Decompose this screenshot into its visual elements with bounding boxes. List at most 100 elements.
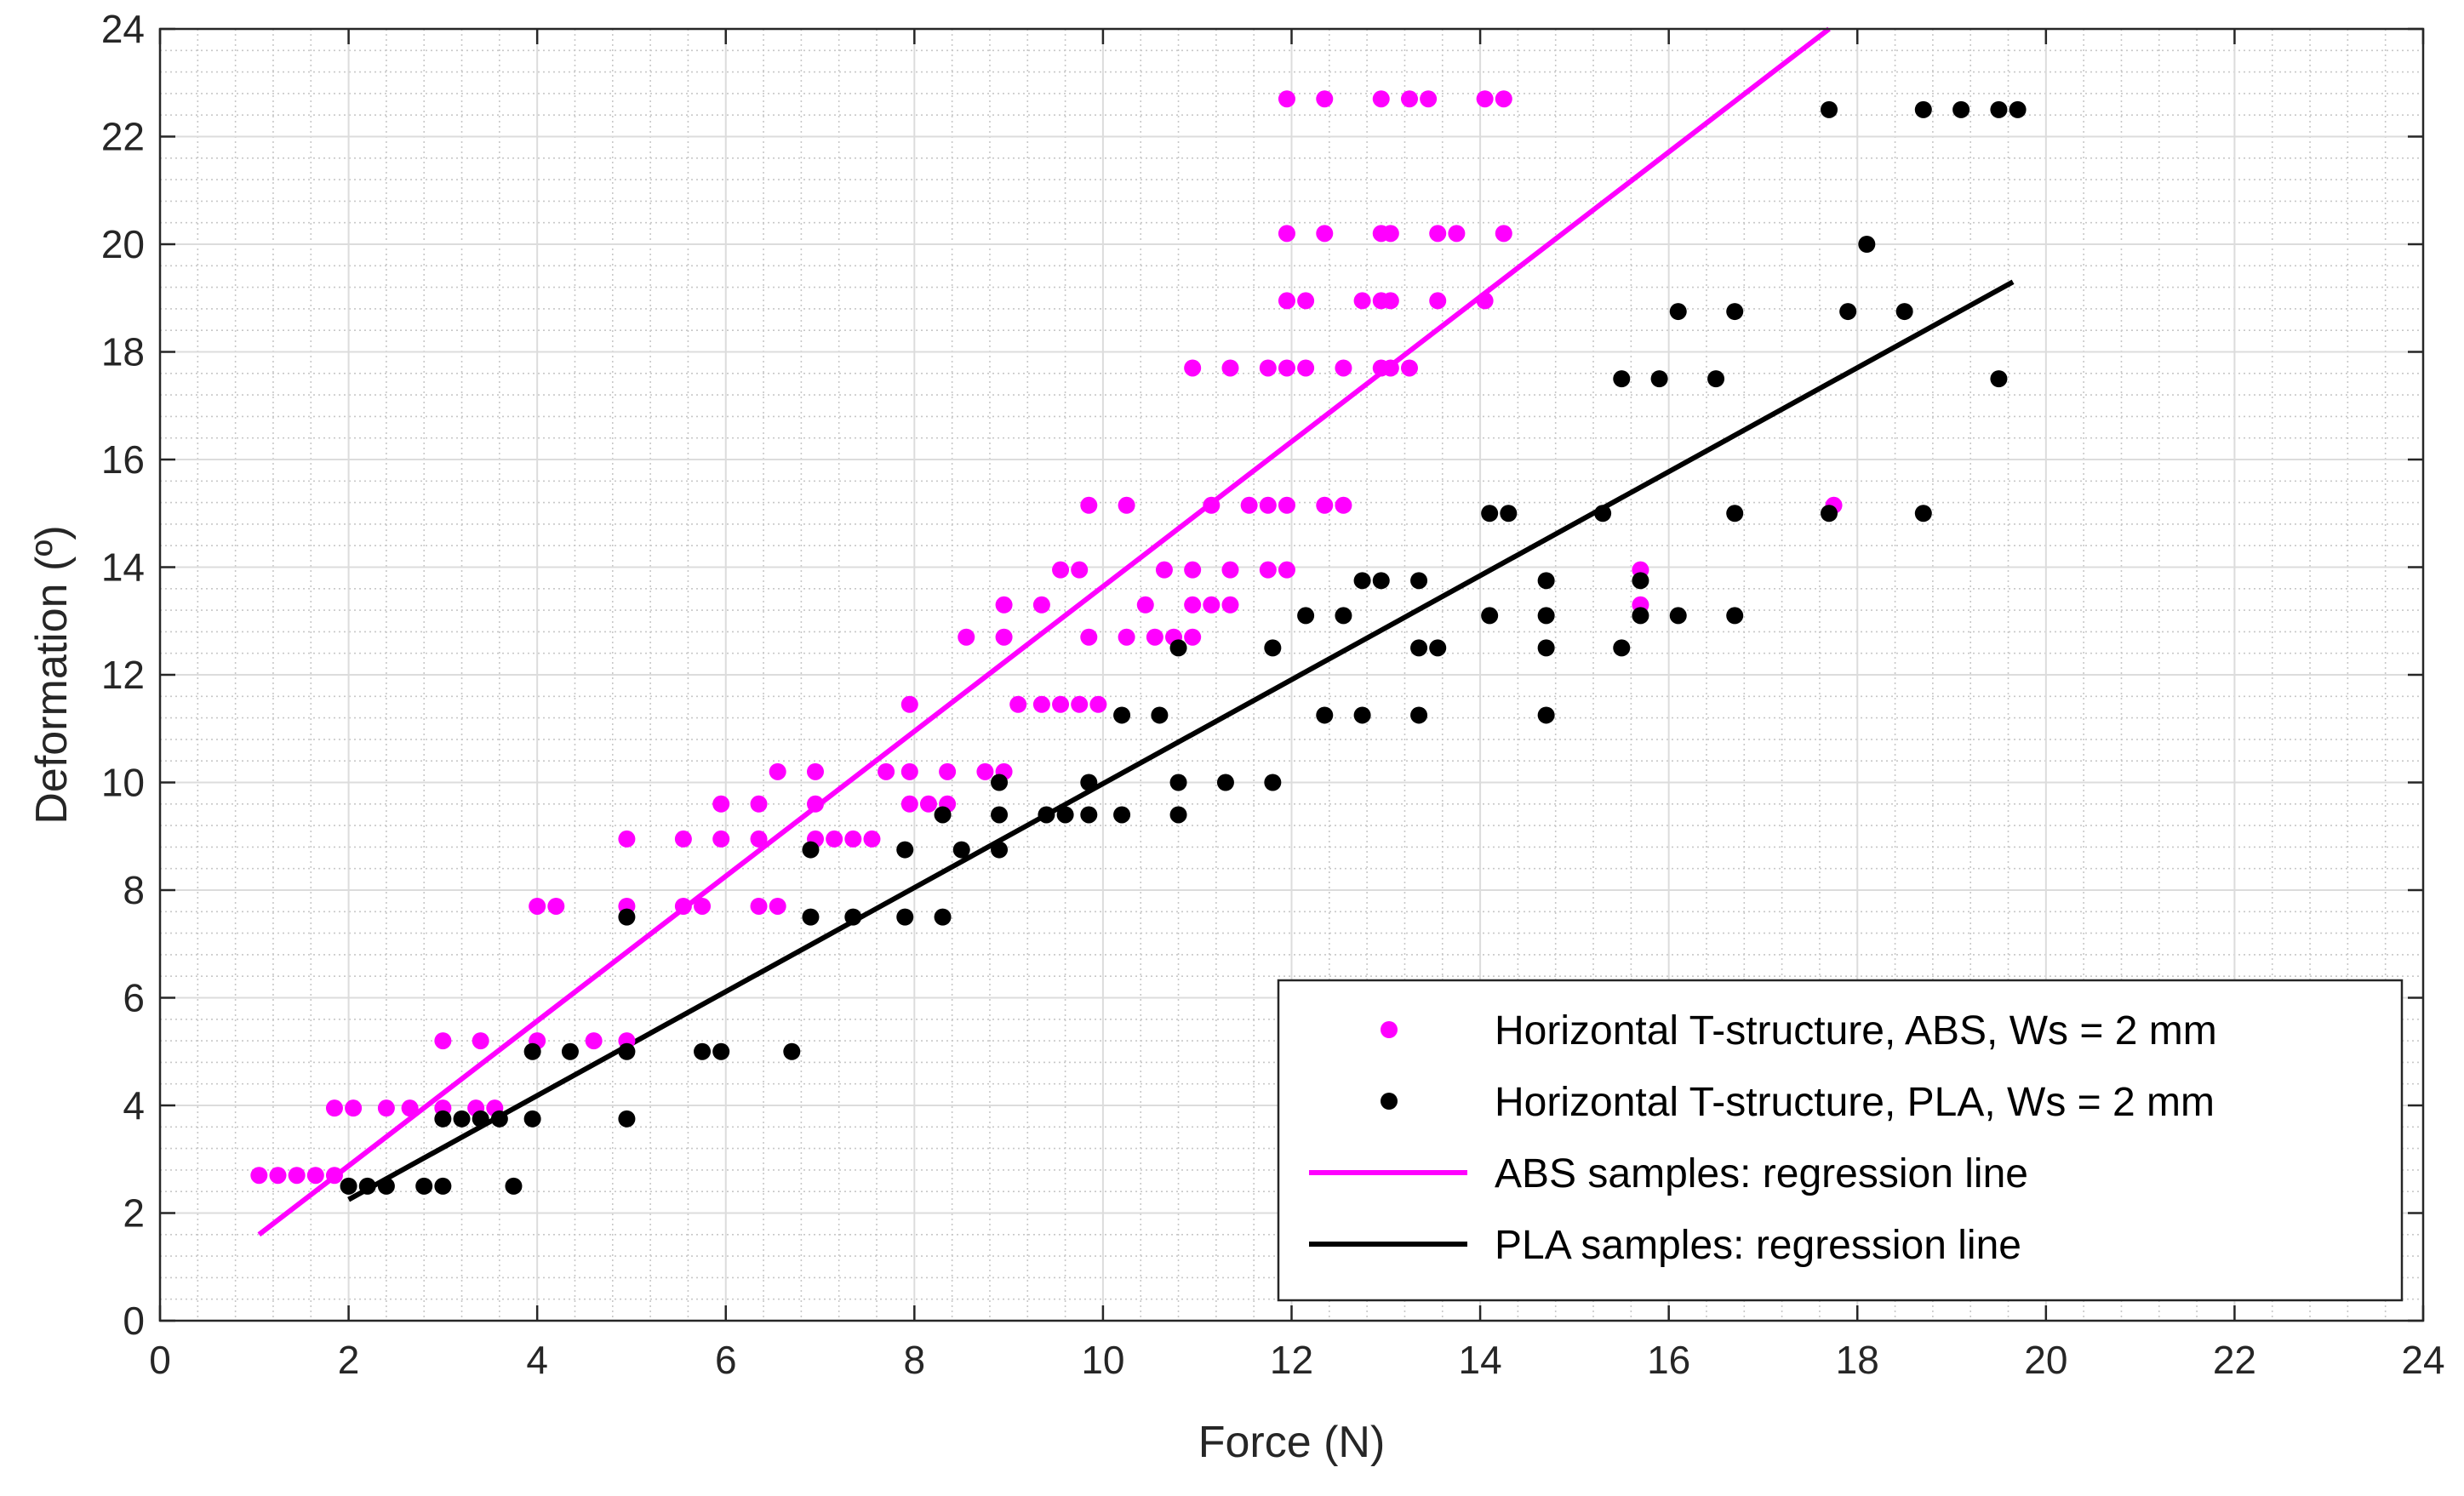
data-point-series-2 [505,1177,523,1195]
data-point-series-2 [1707,370,1725,388]
data-point-series-1 [1278,496,1295,514]
data-point-series-1 [712,795,730,813]
data-point-series-2 [1113,706,1131,724]
data-point-series-2 [472,1110,489,1128]
data-point-series-2 [1264,639,1282,657]
data-point-series-2 [1839,303,1857,321]
y-tick-label: 12 [101,653,145,697]
legend: Horizontal T-structure, ABS, Ws = 2 mm Ho… [1277,979,2404,1302]
x-tick-label: 2 [338,1338,360,1382]
data-point-series-2 [1113,806,1131,824]
data-point-series-2 [1669,303,1687,321]
data-point-series-1 [1316,90,1334,108]
data-point-series-1 [1221,596,1239,614]
data-point-series-1 [1203,596,1221,614]
data-point-series-1 [325,1099,343,1117]
y-tick-label: 6 [123,976,145,1020]
data-point-series-1 [807,795,825,813]
data-point-series-1 [1278,90,1295,108]
data-point-series-1 [1184,359,1202,377]
data-point-series-1 [807,762,825,780]
data-point-series-1 [1316,225,1334,243]
data-point-series-1 [939,762,957,780]
data-point-series-1 [1278,359,1295,377]
legend-box [1277,979,2404,1302]
y-tick-label: 8 [123,868,145,912]
data-point-series-1 [674,830,692,848]
y-tick-label: 0 [123,1299,145,1343]
data-point-series-1 [750,830,768,848]
data-point-series-2 [934,908,952,926]
data-point-series-1 [976,762,994,780]
x-tick-label: 4 [526,1338,548,1382]
data-point-series-2 [1537,607,1555,625]
y-tick-label: 14 [101,545,145,590]
data-point-series-1 [995,596,1013,614]
data-point-series-2 [1632,607,1649,625]
data-point-series-1 [674,897,692,915]
y-tick-label: 16 [101,437,145,482]
data-point-series-2 [1169,806,1187,824]
y-tick-label: 24 [101,7,145,51]
data-point-series-2 [991,774,1009,791]
data-point-series-1 [1278,292,1295,310]
data-point-series-1 [995,628,1013,646]
data-point-series-1 [1184,561,1202,579]
data-point-series-2 [1821,505,1838,522]
x-tick-label: 24 [2401,1338,2444,1382]
data-point-series-1 [1400,359,1418,377]
data-point-series-1 [1316,496,1334,514]
data-point-series-2 [1080,774,1098,791]
y-axis-label: Deformation (º) [27,525,77,824]
data-point-series-1 [1335,496,1352,514]
data-point-series-2 [1726,303,1744,321]
data-point-series-1 [1155,561,1173,579]
data-point-series-2 [1429,639,1447,657]
data-point-series-2 [1990,100,2008,118]
data-point-series-1 [1221,561,1239,579]
data-point-series-1 [1118,496,1135,514]
data-point-series-1 [769,897,786,915]
data-point-series-1 [1080,496,1098,514]
legend-marker-swatch [1381,1093,1398,1110]
data-point-series-1 [547,897,565,915]
data-point-series-1 [900,762,918,780]
data-point-series-1 [900,795,918,813]
data-point-series-2 [490,1110,508,1128]
data-point-series-2 [802,841,820,859]
data-point-series-2 [1500,505,1518,522]
data-point-series-2 [1726,505,1744,522]
data-point-series-1 [269,1167,287,1185]
data-point-series-1 [1476,90,1494,108]
data-point-series-1 [1009,695,1027,713]
data-point-series-1 [1071,561,1089,579]
data-point-series-2 [694,1042,712,1060]
data-point-series-2 [453,1110,471,1128]
data-point-series-1 [585,1032,603,1050]
data-point-series-1 [1420,90,1438,108]
data-point-series-1 [694,897,712,915]
data-point-series-1 [1221,359,1239,377]
data-point-series-2 [1632,572,1649,590]
data-point-series-1 [844,830,862,848]
y-tick-label: 2 [123,1191,145,1236]
x-tick-label: 16 [1647,1338,1690,1382]
data-point-series-2 [434,1177,452,1195]
data-point-series-2 [1080,806,1098,824]
data-point-series-1 [1495,225,1512,243]
data-point-series-1 [1259,496,1277,514]
x-tick-label: 0 [149,1338,171,1382]
data-point-series-2 [802,908,820,926]
x-tick-label: 22 [2213,1338,2256,1382]
data-point-series-1 [1381,359,1399,377]
data-point-series-1 [1184,628,1202,646]
data-point-series-2 [1858,236,1876,253]
data-point-series-2 [1613,370,1631,388]
data-point-series-1 [325,1167,343,1185]
data-point-series-1 [1476,292,1494,310]
data-point-series-2 [1669,607,1687,625]
data-point-series-2 [934,806,952,824]
data-point-series-2 [1335,607,1352,625]
